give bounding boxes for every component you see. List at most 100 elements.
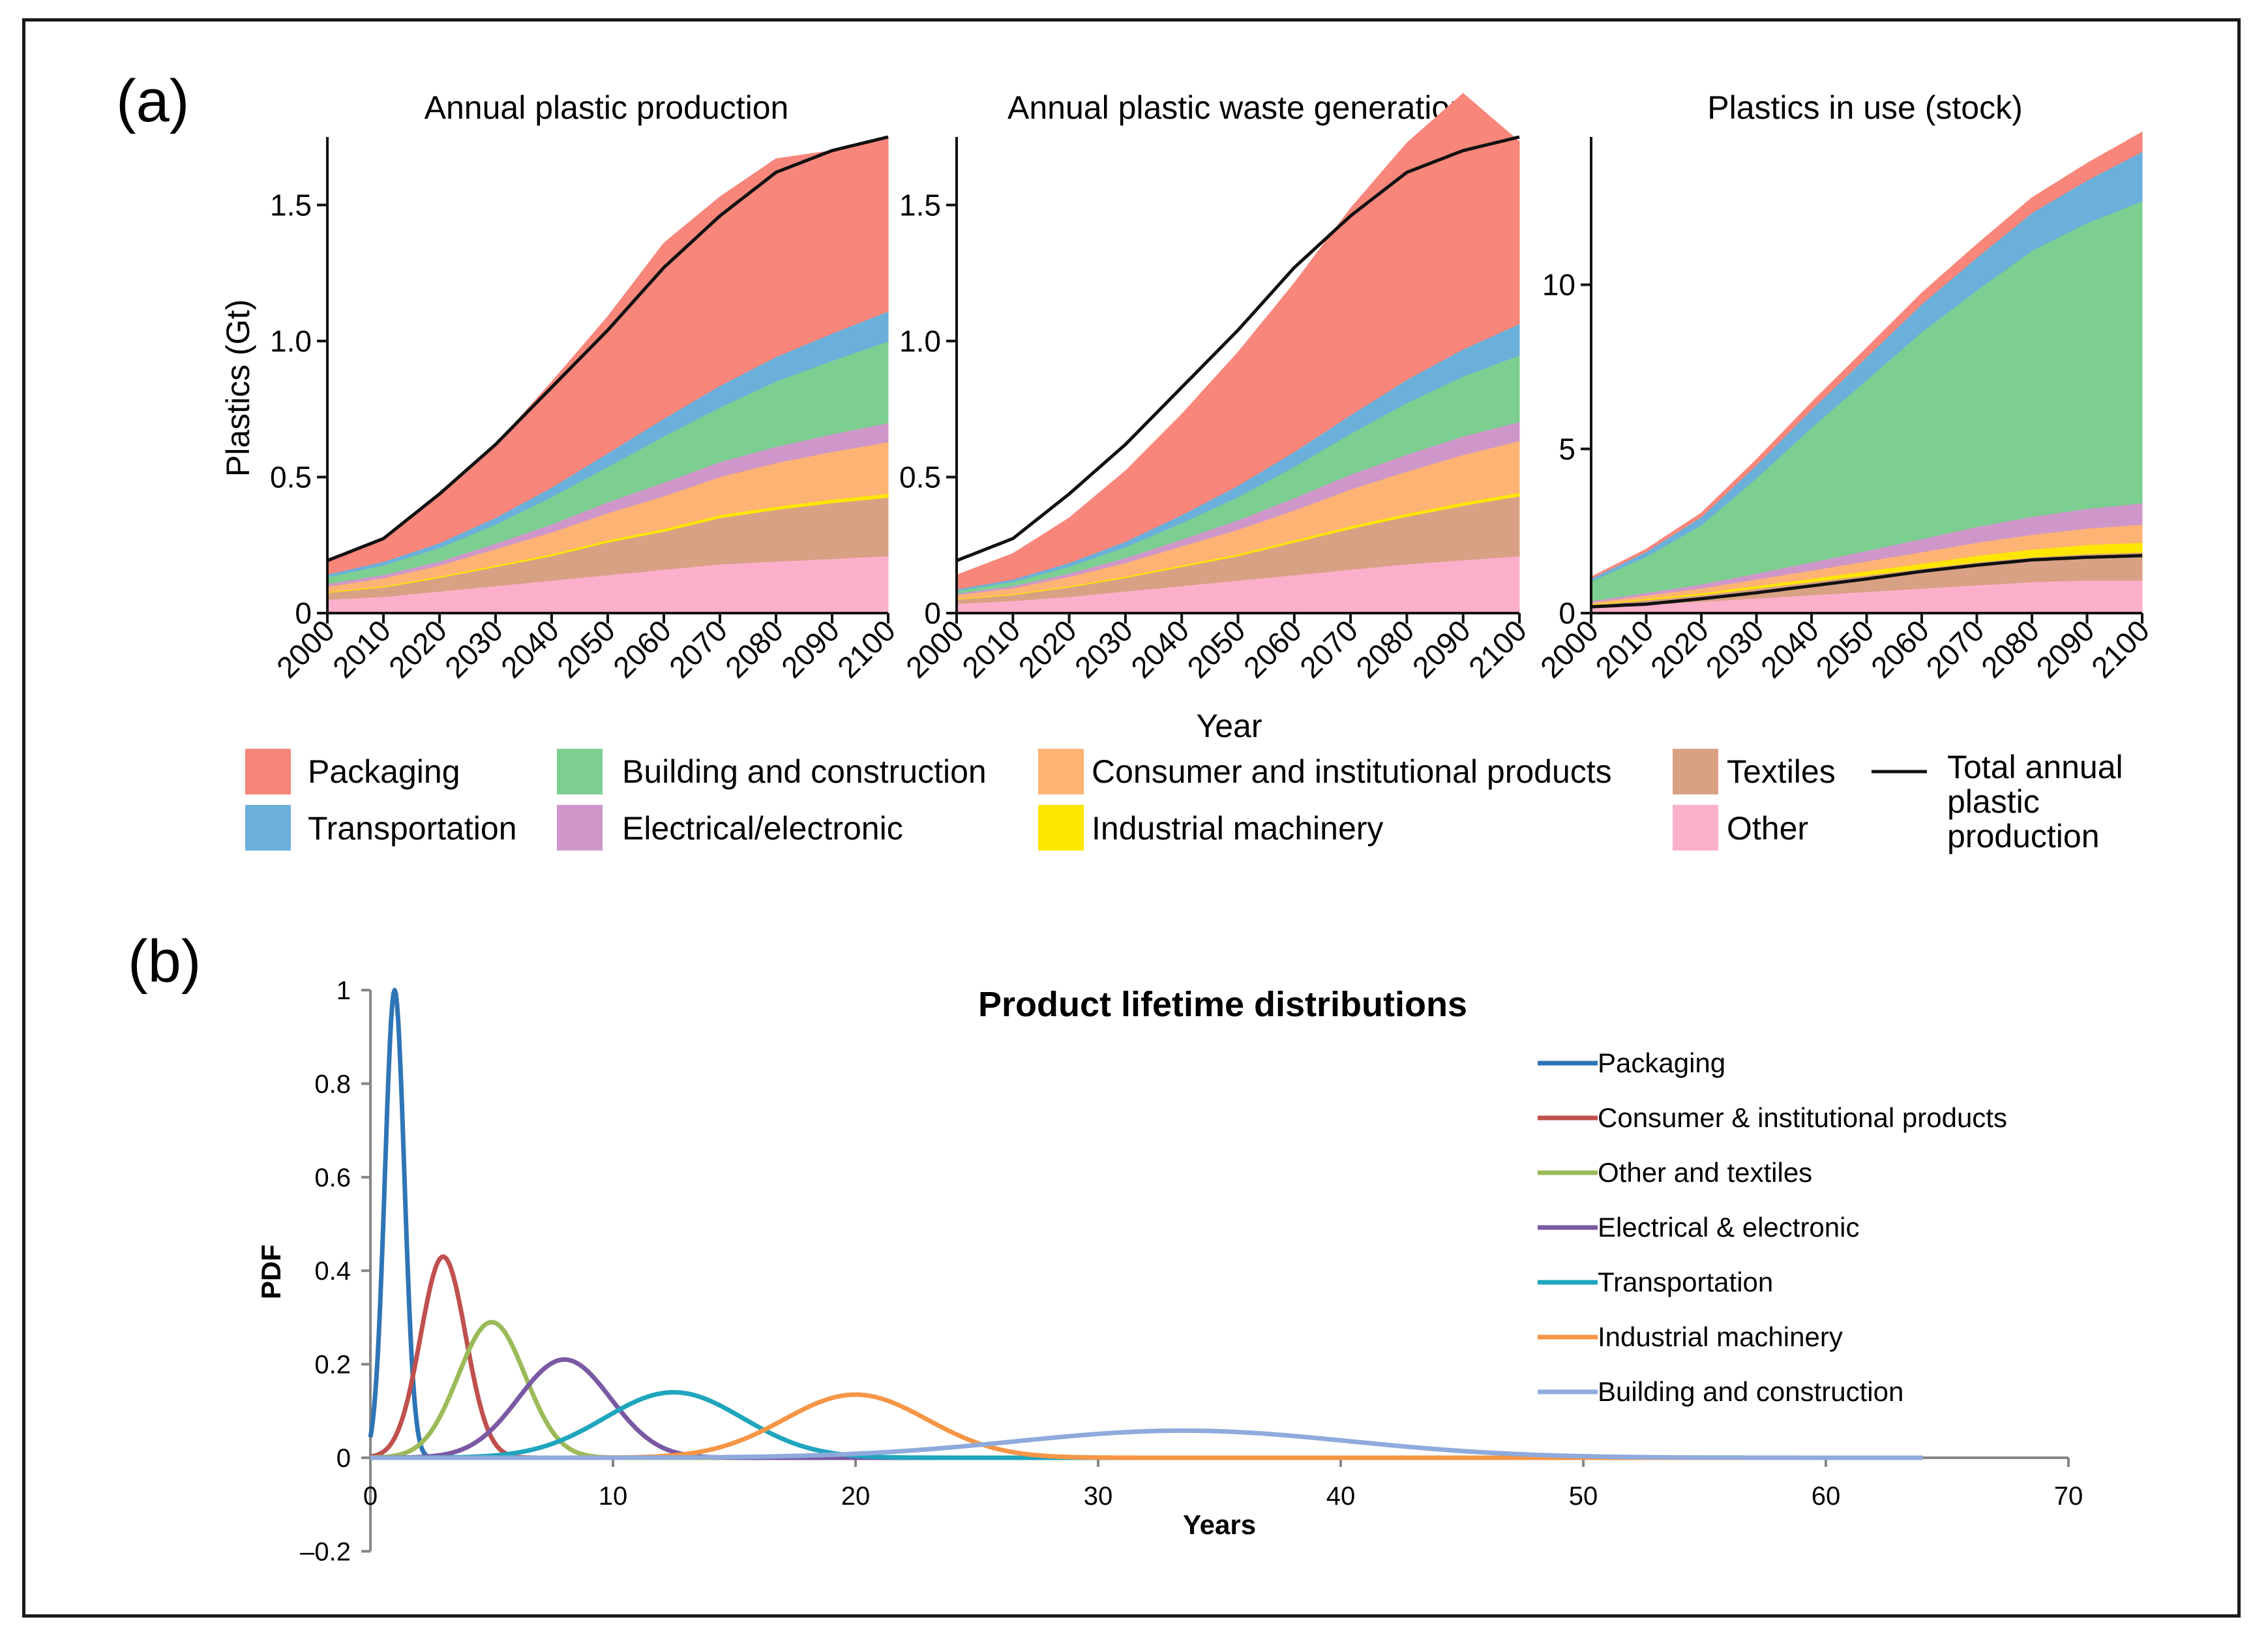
chart-title: Annual plastic waste generation — [1007, 89, 1468, 126]
x-tick-label: 2040 — [1124, 613, 1195, 684]
legend-swatch-textiles — [1673, 749, 1718, 794]
x-tick-label: 2050 — [1180, 613, 1251, 684]
legend-label-transportation: Transportation — [308, 810, 517, 847]
y-tick-label: 1.0 — [270, 324, 312, 358]
y-tick-label: –0.2 — [300, 1537, 351, 1566]
x-tick-label: 2100 — [1462, 613, 1533, 684]
x-tick-label: 40 — [1326, 1482, 1356, 1511]
x-tick-label: 2070 — [1293, 613, 1364, 684]
x-tick-label: 2070 — [663, 613, 734, 684]
legend-b-label: Other and textiles — [1598, 1157, 1812, 1188]
x-tick-label: 2080 — [719, 613, 790, 684]
x-tick-label: 2060 — [1864, 613, 1935, 684]
chart-annual-production: Annual plastic production00.51.01.520002… — [220, 89, 902, 684]
legend-label-consumer: Consumer and institutional products — [1092, 753, 1612, 790]
total-production-line — [956, 135, 1520, 562]
y-tick-label: 0.8 — [314, 1070, 351, 1098]
chart-title: Annual plastic production — [425, 89, 789, 126]
chart-title: Product lifetime distributions — [978, 985, 1467, 1024]
curve-electrical-electronic — [369, 1357, 1924, 1460]
x-tick-label: 30 — [1084, 1482, 1113, 1511]
x-axis-label-year: Year — [1196, 708, 1262, 744]
y-tick-label: 0 — [336, 1444, 351, 1473]
y-axis-label: PDF — [256, 1244, 286, 1299]
y-tick-label: 5 — [1559, 432, 1575, 466]
x-tick-label: 2010 — [1589, 613, 1660, 684]
legend-b-label: Packaging — [1598, 1048, 1725, 1078]
legend-label-total-3: production — [1947, 818, 2100, 854]
y-tick-label: 0 — [295, 596, 312, 630]
legend-label-other: Other — [1727, 810, 1808, 847]
x-tick-label: 60 — [1812, 1482, 1841, 1511]
y-tick-label: 10 — [1542, 268, 1575, 302]
y-tick-label: 0.2 — [314, 1351, 351, 1379]
x-tick-label: 2010 — [955, 613, 1026, 684]
legend-b-label: Electrical & electronic — [1598, 1212, 1859, 1243]
x-tick-label: 2030 — [438, 613, 509, 684]
x-tick-label: 2090 — [1406, 613, 1477, 684]
x-tick-label: 2050 — [1809, 613, 1880, 684]
x-axis-label: Years — [1183, 1509, 1256, 1540]
chart-title: Plastics in use (stock) — [1707, 89, 2022, 126]
total-production-line — [327, 135, 889, 562]
x-tick-label: 2040 — [1754, 613, 1825, 684]
y-tick-label: 1.5 — [270, 188, 312, 222]
x-tick-label: 2090 — [775, 613, 846, 684]
x-tick-label: 2080 — [1975, 613, 2046, 684]
legend-swatch-packaging — [245, 749, 291, 794]
y-tick-label: 0.5 — [270, 460, 312, 494]
area-packaging — [956, 93, 1520, 590]
y-tick-label: 1 — [336, 976, 351, 1005]
legend-b-label: Building and construction — [1598, 1376, 1903, 1407]
x-tick-label: 2040 — [494, 613, 565, 684]
y-tick-label: 0 — [924, 596, 941, 630]
figure-frame — [22, 18, 2241, 1618]
x-tick-label: 50 — [1569, 1482, 1598, 1511]
area-packaging — [1590, 131, 2143, 579]
legend-b-label: Industrial machinery — [1598, 1321, 1843, 1352]
x-tick-label: 2050 — [550, 613, 621, 684]
legend-label-building: Building and construction — [622, 753, 987, 790]
chart-lifetime-distributions: Product lifetime distributions –0.2 0 0.2 0.… — [256, 976, 2083, 1566]
legend-swatch-industrial — [1038, 805, 1084, 851]
y-tick-label: 0.6 — [314, 1164, 351, 1192]
chart-plastics-in-use: Plastics in use (stock)05102000201020202… — [1534, 89, 2156, 684]
legend-a: Packaging Transportation Building and co… — [245, 749, 2123, 854]
y-axis-label: Plastics (Gt) — [220, 299, 256, 477]
x-tick-label: 2020 — [382, 613, 453, 684]
legend-b-label: Consumer & institutional products — [1598, 1102, 2007, 1133]
legend-swatch-building — [557, 749, 603, 794]
total-production-line — [1590, 554, 2143, 609]
x-tick-label: 2100 — [831, 613, 902, 684]
x-tick-label: 2100 — [2085, 613, 2156, 684]
x-tick-label: 2090 — [2029, 613, 2100, 684]
x-tick-label: 2030 — [1699, 613, 1770, 684]
chart-annual-waste: Annual plastic waste generation 0 0.5 1.0 1.… — [899, 89, 1533, 684]
legend-label-packaging: Packaging — [308, 753, 460, 790]
x-tick-label: 10 — [599, 1482, 628, 1511]
legend-b-label: Transportation — [1598, 1267, 1773, 1297]
y-tick-label: 0.5 — [899, 460, 941, 494]
x-tick-label: 2060 — [606, 613, 678, 684]
y-tick-label: 1.5 — [899, 188, 941, 222]
legend-swatch-electrical — [557, 805, 603, 851]
y-tick-label: 0 — [1559, 596, 1575, 630]
x-tick-label: 2030 — [1068, 613, 1139, 684]
legend-label-total-2: plastic — [1947, 783, 2040, 820]
x-tick-label: 2080 — [1349, 613, 1420, 684]
x-tick-label: 0 — [363, 1482, 378, 1511]
x-tick-label: 2060 — [1237, 613, 1308, 684]
legend-swatch-transportation — [245, 805, 291, 851]
panel-label-b: (b) — [128, 928, 201, 995]
x-tick-label: 70 — [2054, 1482, 2083, 1511]
legend-label-total-1: Total annual — [1947, 749, 2123, 785]
legend-swatch-consumer — [1038, 749, 1084, 794]
legend-label-industrial: Industrial machinery — [1092, 810, 1383, 847]
y-tick-label: 1.0 — [899, 324, 941, 358]
x-tick-label: 2020 — [1012, 613, 1083, 684]
curve-building-and-construction — [369, 1428, 1924, 1460]
legend-swatch-other — [1673, 805, 1718, 851]
panel-label-a: (a) — [116, 68, 189, 134]
y-tick-label: 0.4 — [314, 1257, 351, 1286]
